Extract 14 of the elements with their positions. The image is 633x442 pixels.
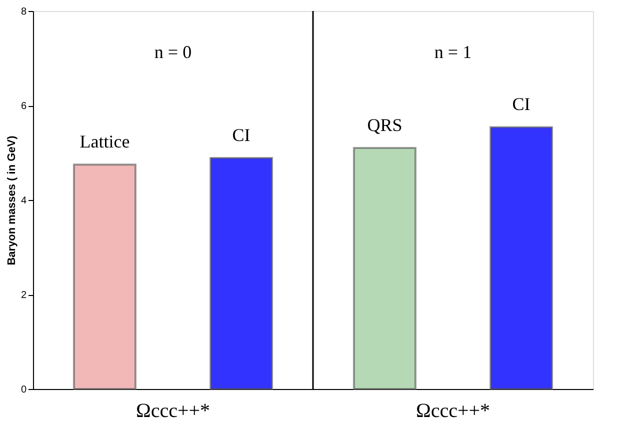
y-axis-title: Baryon masses ( in GeV): [6, 135, 18, 266]
x-tick-label: Ωccc++*: [416, 400, 490, 422]
annotation: n = 0: [154, 42, 192, 62]
series-label: CI: [232, 124, 250, 145]
annotation: n = 1: [434, 42, 472, 62]
series-label: CI: [512, 94, 530, 114]
series-label: Lattice: [80, 132, 130, 152]
y-tick-label: 6: [20, 101, 27, 112]
series-label: QRS: [367, 115, 402, 136]
y-tick-label: 8: [20, 6, 27, 18]
y-tick-label: 0: [20, 384, 27, 396]
y-tick-label: 2: [20, 290, 27, 301]
y-tick-label: 4: [20, 196, 27, 206]
x-tick-label: Ωccc++*: [136, 400, 210, 422]
